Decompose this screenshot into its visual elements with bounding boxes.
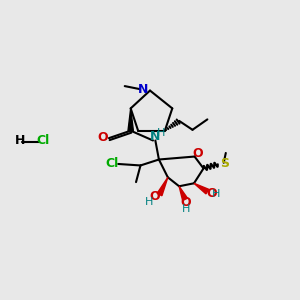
Polygon shape bbox=[128, 108, 134, 131]
Text: H: H bbox=[182, 204, 190, 214]
Text: O: O bbox=[181, 196, 191, 208]
Text: N: N bbox=[150, 130, 161, 143]
Text: S: S bbox=[220, 157, 229, 170]
Text: Cl: Cl bbox=[106, 157, 119, 169]
Text: O: O bbox=[206, 187, 217, 200]
Text: O: O bbox=[150, 190, 160, 203]
Polygon shape bbox=[157, 177, 168, 196]
Polygon shape bbox=[194, 183, 209, 194]
Text: N: N bbox=[138, 83, 148, 96]
Text: Cl: Cl bbox=[36, 134, 50, 147]
Text: H: H bbox=[157, 128, 166, 138]
Text: H: H bbox=[145, 197, 154, 207]
Text: H: H bbox=[15, 134, 25, 147]
Text: O: O bbox=[192, 147, 203, 160]
Polygon shape bbox=[179, 186, 188, 200]
Text: H: H bbox=[212, 189, 220, 199]
Text: O: O bbox=[98, 131, 108, 144]
